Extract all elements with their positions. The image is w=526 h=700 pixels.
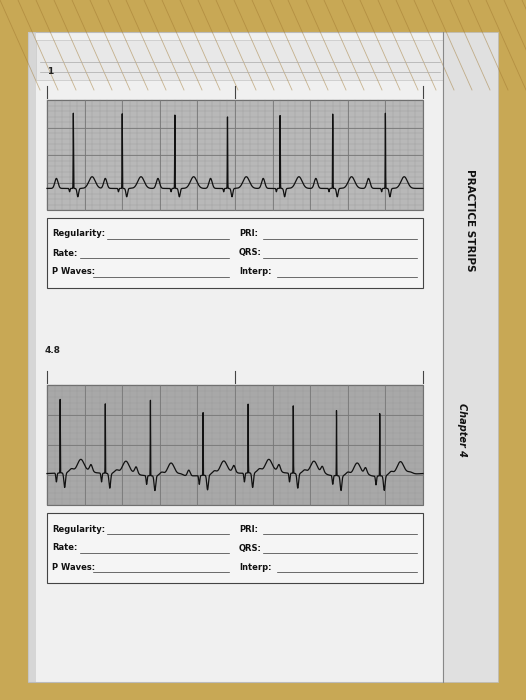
FancyBboxPatch shape [0, 0, 526, 90]
FancyBboxPatch shape [28, 32, 36, 682]
FancyBboxPatch shape [0, 0, 30, 700]
Text: P Waves:: P Waves: [52, 267, 95, 276]
Text: Regularity:: Regularity: [52, 230, 105, 239]
FancyBboxPatch shape [47, 385, 423, 505]
Text: 1: 1 [47, 67, 53, 76]
Text: P Waves:: P Waves: [52, 563, 95, 571]
Text: QRS:: QRS: [239, 543, 262, 552]
FancyBboxPatch shape [28, 32, 443, 682]
Text: Interp:: Interp: [239, 563, 271, 571]
FancyBboxPatch shape [36, 40, 443, 80]
Text: PRACTICE STRIPS: PRACTICE STRIPS [465, 169, 475, 271]
FancyBboxPatch shape [47, 513, 423, 583]
Text: PRI:: PRI: [239, 524, 258, 533]
Text: Regularity:: Regularity: [52, 524, 105, 533]
Text: PRI:: PRI: [239, 230, 258, 239]
Text: Interp:: Interp: [239, 267, 271, 276]
FancyBboxPatch shape [47, 218, 423, 288]
Text: QRS:: QRS: [239, 248, 262, 258]
Text: Rate:: Rate: [52, 248, 77, 258]
Text: Chapter 4: Chapter 4 [457, 403, 467, 457]
Text: 4.8: 4.8 [45, 346, 61, 355]
Text: Rate:: Rate: [52, 543, 77, 552]
FancyBboxPatch shape [47, 100, 423, 210]
FancyBboxPatch shape [443, 32, 498, 682]
